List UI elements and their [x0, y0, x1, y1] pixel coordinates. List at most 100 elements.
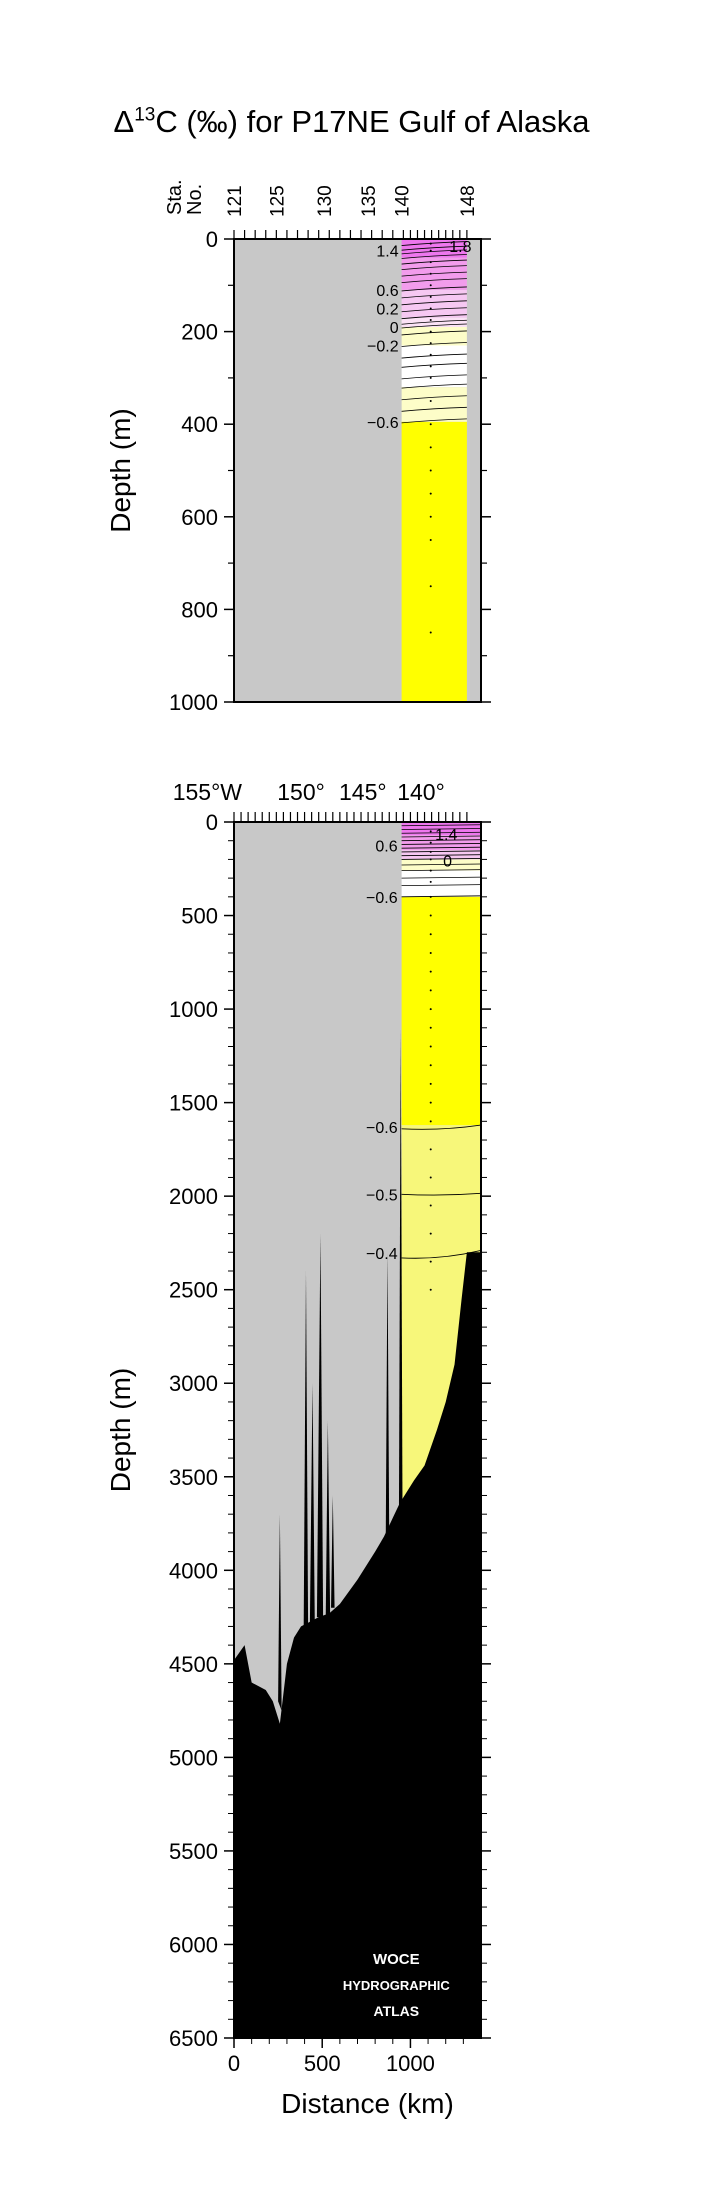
upper-sample-dot: [429, 631, 432, 634]
longitude-label: 140°: [397, 779, 445, 805]
lower-deep-contour: [401, 1192, 481, 1196]
lower-band-4: [401, 870, 481, 897]
chart-title: Δ13C (‰) for P17NE Gulf of Alaska: [0, 104, 703, 140]
lower-contour-line: [401, 846, 481, 849]
upper-contour-label: 1.8: [449, 239, 471, 256]
seamount: [398, 1027, 403, 1507]
upper-band-3: [401, 317, 467, 327]
lower-x-tick-label: 0: [228, 2051, 240, 2076]
upper-contour-line: [401, 300, 467, 306]
upper-sample-dot: [429, 423, 432, 426]
lower-sample-dot: [429, 989, 432, 992]
lower-sample-dot: [429, 830, 432, 833]
upper-depth-panel: 1.81.40.60.20−0.2−0.602004006008001000De…: [105, 179, 491, 715]
upper-sample-dot: [429, 307, 432, 310]
lower-sample-dot: [429, 841, 432, 844]
upper-sample-dot: [429, 585, 432, 588]
upper-contour-line: [401, 314, 467, 320]
seamount: [331, 1495, 335, 1608]
upper-sample-dot: [429, 319, 432, 322]
lower-sample-dot: [429, 1204, 432, 1207]
longitude-label: 145°: [339, 779, 387, 805]
lower-contour-line: [401, 858, 481, 860]
upper-sample-dot: [429, 515, 432, 518]
lower-deep-contour: [401, 1249, 481, 1259]
lower-contour-label: 0.6: [375, 838, 397, 855]
lower-sample-dot: [429, 1101, 432, 1104]
lower-x-tick-label: 1000: [386, 2051, 435, 2076]
upper-contour-label: 0.2: [376, 301, 398, 318]
lower-y-tick-label: 2000: [169, 1184, 218, 1209]
upper-contour-line: [401, 362, 467, 368]
upper-sample-dot: [429, 538, 432, 541]
lower-y-tick-label: 1000: [169, 997, 218, 1022]
lower-contour-label: 1.4: [435, 827, 457, 844]
lower-contour-line: [401, 831, 481, 834]
upper-sample-dot: [429, 249, 432, 252]
lower-sample-dot: [429, 1064, 432, 1067]
upper-plot-area: [234, 239, 481, 702]
lower-y-tick-label: 6000: [169, 1932, 218, 1957]
lower-sample-dot: [429, 1082, 432, 1085]
upper-contour-line: [401, 254, 467, 259]
lower-sample-dot: [429, 1026, 432, 1029]
lower-contour-line: [401, 839, 481, 842]
station-number-label: 121: [225, 185, 246, 217]
upper-sample-dot: [429, 469, 432, 472]
lower-y-tick-label: 6500: [169, 2026, 218, 2051]
title-superscript: 13: [134, 104, 156, 126]
upper-sample-dot: [429, 295, 432, 298]
upper-sample-dot: [429, 376, 432, 379]
station-number-label: 135: [359, 185, 380, 217]
upper-contour-line: [401, 323, 467, 329]
lower-sample-dot: [429, 1176, 432, 1179]
lower-sample-dot: [429, 970, 432, 973]
lower-contour-label: −0.6: [366, 1120, 398, 1137]
lower-y-tick-label: 5500: [169, 1839, 218, 1864]
lower-y-tick-label: 2500: [169, 1278, 218, 1303]
lower-contour-line: [401, 835, 481, 838]
lower-sample-dot: [429, 951, 432, 954]
station-number-label: 140: [393, 185, 414, 217]
upper-contour-line: [401, 353, 467, 359]
lower-contour-line: [401, 884, 481, 887]
lower-contour-line: [401, 863, 481, 866]
upper-contour-line: [401, 383, 467, 389]
upper-contour-line: [401, 245, 467, 251]
lower-y-tick-label: 1500: [169, 1091, 218, 1116]
upper-contour-line: [401, 307, 467, 313]
lower-sample-dot: [429, 1148, 432, 1151]
lower-x-tick-label: 500: [304, 2051, 341, 2076]
seamount: [385, 1252, 390, 1543]
station-axis-label: No.: [184, 184, 206, 215]
lower-x-axis-label: Distance (km): [281, 2088, 454, 2119]
upper-contour-line: [401, 278, 467, 283]
lower-contour-label: −0.4: [366, 1246, 398, 1263]
lower-contour-line: [401, 854, 481, 857]
lower-y-tick-label: 3000: [169, 1371, 218, 1396]
upper-sample-dot: [429, 353, 432, 356]
lower-sample-dot: [429, 858, 432, 861]
lower-deep-contour: [401, 1124, 481, 1130]
upper-band-6: [401, 387, 467, 422]
lower-sample-dot: [429, 880, 432, 883]
upper-sample-dot: [429, 330, 432, 333]
seamount: [325, 1420, 331, 1618]
upper-contour-line: [401, 374, 467, 380]
upper-contour-line: [401, 265, 467, 271]
woce-atlas-text: WOCE: [373, 1951, 420, 1968]
upper-contour-line: [401, 259, 467, 265]
lower-band-2: [401, 850, 481, 860]
lower-contour-label: −0.5: [366, 1187, 398, 1204]
title-delta: Δ: [113, 104, 135, 139]
upper-sample-dot: [429, 284, 432, 287]
upper-contour-line: [401, 418, 467, 424]
upper-sample-dot: [429, 365, 432, 368]
lower-y-axis-label: Depth (m): [105, 1368, 136, 1492]
lower-contour-line: [401, 876, 481, 879]
upper-band-7: [401, 421, 467, 702]
lower-contour-line: [401, 843, 481, 845]
upper-sample-dot: [429, 261, 432, 264]
upper-contour-line: [401, 406, 467, 412]
